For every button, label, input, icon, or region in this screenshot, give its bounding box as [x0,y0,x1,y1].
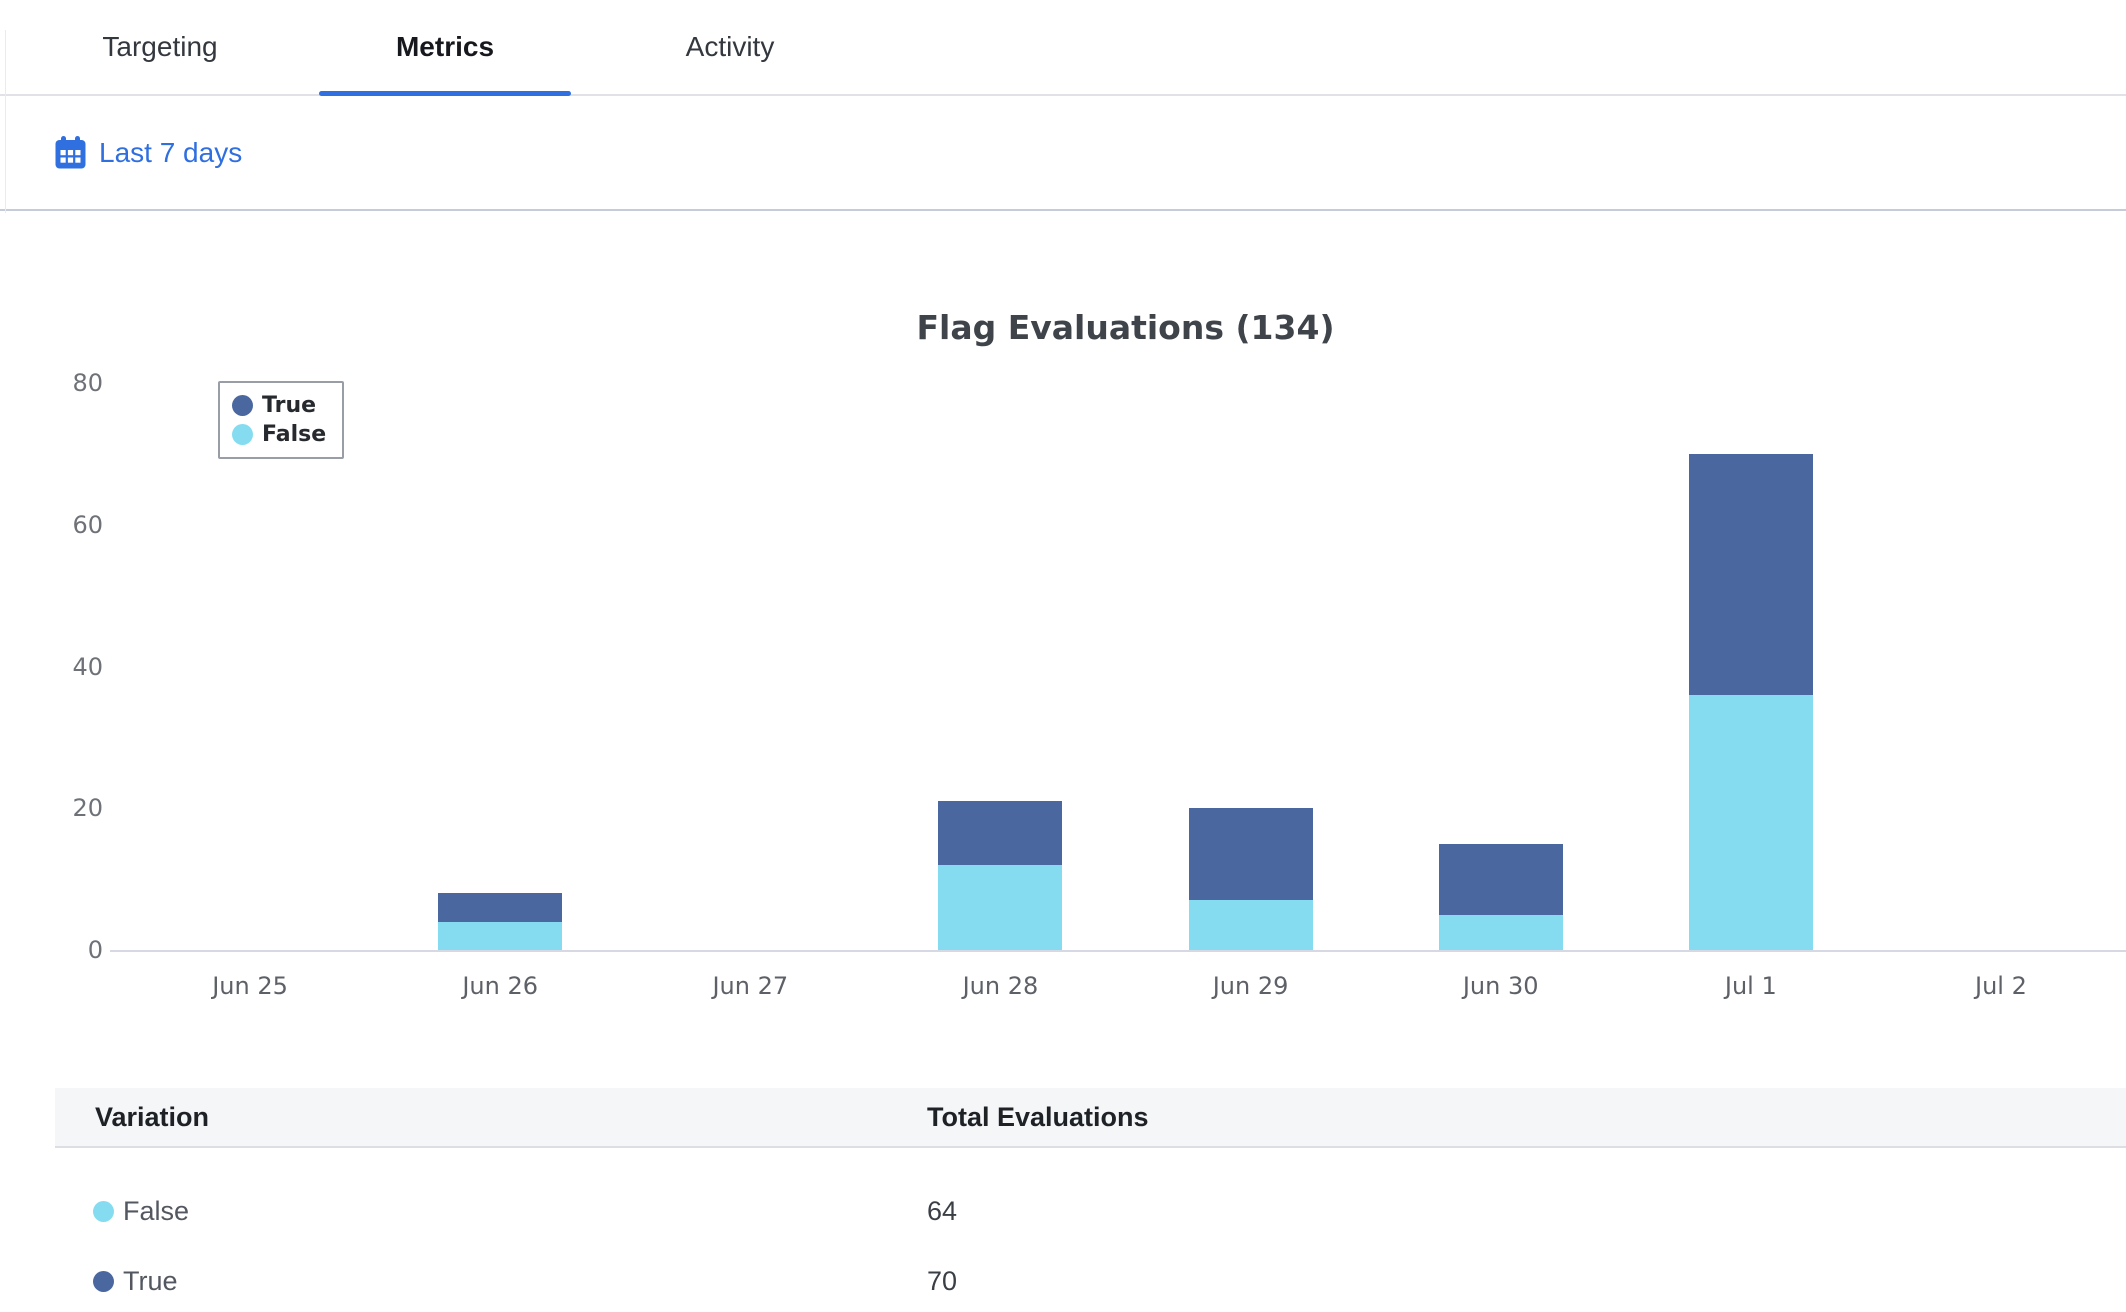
variation-table: Variation Total Evaluations False 64 Tru… [55,1088,2126,1312]
active-tab-indicator [319,91,571,96]
x-tick-label: Jul 2 [1975,972,2027,1000]
x-tick-label: Jul 1 [1724,972,1777,1000]
chart-title: Flag Evaluations (134) [916,308,1335,347]
y-axis: 0 20 40 60 80 [0,369,103,964]
bar-segment-false-jul-1[interactable] [1688,694,1813,950]
panel-left-border [5,30,6,213]
tab-activity-label: Activity [685,31,775,62]
table-row: False 64 [55,1176,2126,1246]
bar-segment-false-jun-30[interactable] [1438,914,1563,950]
bar-segment-true-jun-26[interactable] [438,893,563,922]
variation-cell: False [55,1196,927,1227]
x-axis: Jun 25 Jun 26 Jun 27 Jun 28 Jun 29 Jun 30 Jul … [125,972,2126,1012]
x-tick-label: Jun 26 [462,972,539,1000]
flag-evaluations-chart: Flag Evaluations (134) 0 20 40 60 80 Jun 25 J… [0,211,2126,1041]
y-tick-label: 40 [72,652,103,681]
false-series-dot [232,424,253,445]
table-body: False 64 True 70 [55,1148,2126,1312]
bar-segment-true-jun-28[interactable] [938,801,1063,865]
column-header-variation: Variation [95,1101,210,1132]
bar-segment-false-jun-26[interactable] [438,921,563,950]
tab-metrics-label: Metrics [395,31,495,62]
tab-bar: Targeting Metrics Activity [0,0,2126,213]
legend-item-true[interactable]: True [232,391,326,420]
total-evaluations-cell: 70 [927,1265,958,1296]
legend-label-false: False [262,422,327,447]
tab-activity[interactable]: Activity [604,0,856,94]
variation-label: True [123,1265,178,1296]
x-tick-label: Jun 27 [712,972,789,1000]
tab-metrics[interactable]: Metrics [319,0,571,96]
tab-targeting[interactable]: Targeting [34,0,286,94]
bar-segment-true-jun-29[interactable] [1188,808,1313,901]
table-row: True 70 [55,1246,2126,1312]
bar-segment-true-jul-1[interactable] [1688,453,1813,695]
x-tick-label: Jun 30 [1462,972,1539,1000]
false-variation-dot [93,1200,114,1222]
true-variation-dot [93,1270,114,1292]
legend-label-true: True [262,393,317,418]
bar-segment-false-jun-28[interactable] [938,864,1063,950]
x-tick-label: Jun 28 [962,972,1039,1000]
x-tick-label: Jun 29 [1212,972,1289,1000]
true-series-dot [232,395,253,416]
table-header: Variation Total Evaluations [55,1088,2126,1148]
bar-segment-true-jun-30[interactable] [1438,843,1563,915]
y-tick-label: 60 [72,510,103,539]
y-tick-label: 0 [87,936,103,964]
date-range-bar: Last 7 days [0,96,2126,211]
legend-item-false[interactable]: False [232,420,326,449]
x-tick-label: Jun 25 [212,972,288,1000]
plot-area [110,383,2126,952]
date-range-button[interactable]: Last 7 days [99,136,243,168]
x-axis-line [110,950,2126,952]
variation-label: False [123,1195,190,1226]
calendar-icon [55,136,86,169]
y-tick-label: 20 [72,794,103,823]
bar-segment-false-jun-29[interactable] [1188,900,1313,950]
chart-legend: True False [218,381,345,459]
y-tick-label: 80 [72,369,103,397]
total-evaluations-cell: 64 [927,1195,958,1226]
variation-cell: True [55,1266,927,1297]
column-header-total-evaluations: Total Evaluations [927,1101,1149,1132]
tab-targeting-label: Targeting [102,31,218,62]
